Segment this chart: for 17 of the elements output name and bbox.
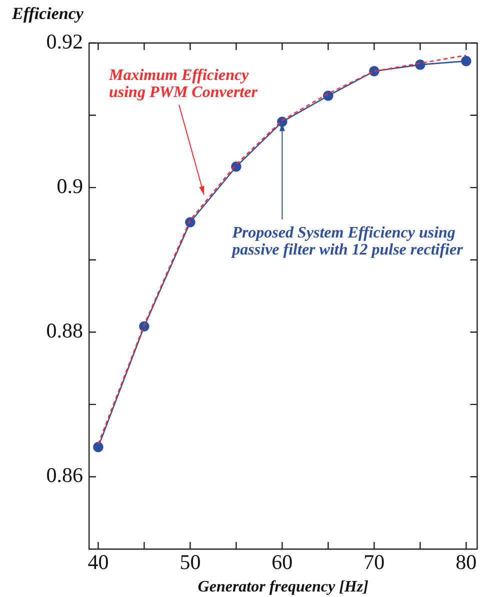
point	[185, 217, 196, 228]
x-tick-label: 80	[456, 550, 477, 574]
x-tick-label: 50	[180, 550, 201, 574]
point	[323, 90, 334, 101]
annotation: Proposed System Efficiency using passive filter with 12 pulse rectifier	[230, 224, 464, 259]
y-axis-title: Efficiency	[12, 4, 84, 24]
x-tick-label: 60	[272, 550, 293, 574]
y-tick-label: 0.86	[46, 463, 83, 488]
y-tick-label: 0.88	[46, 318, 83, 343]
x-tick-label: 70	[364, 550, 385, 574]
x-tick-label: 40	[88, 550, 109, 574]
point	[461, 56, 472, 66]
annotation: Maximum Efficiency using PWM Converter	[108, 66, 258, 101]
x-axis-title: Generator frequency [Hz]	[198, 578, 368, 596]
y-tick-label: 0.9	[56, 174, 83, 198]
point	[93, 442, 104, 452]
y-tick-label: 0.92	[46, 30, 83, 54]
